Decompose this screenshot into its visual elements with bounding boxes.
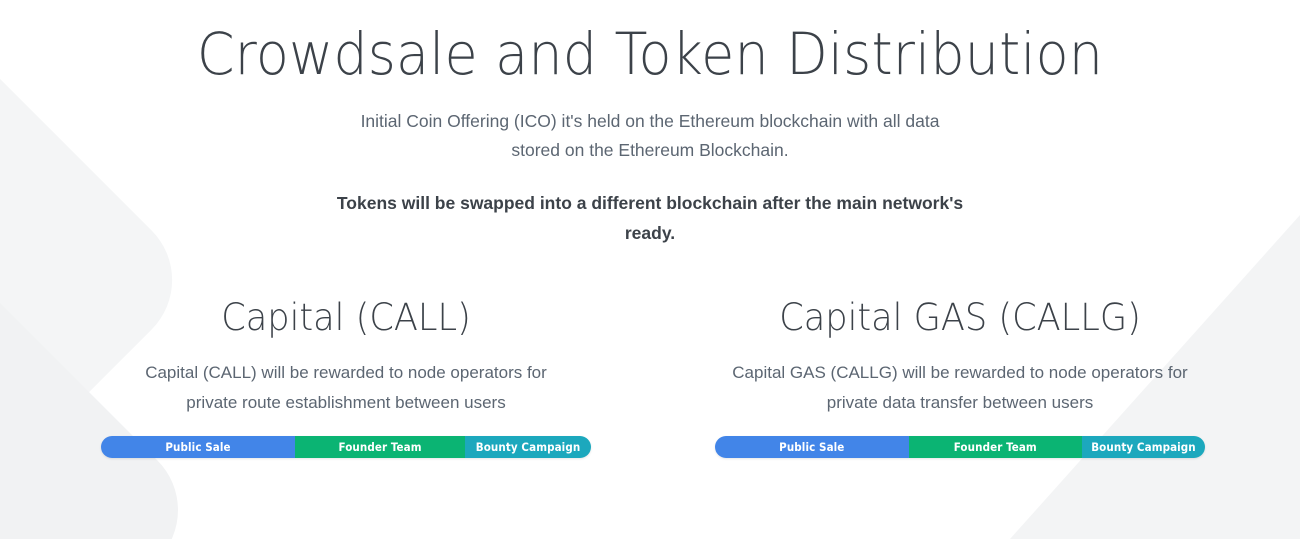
hero-subtitle: Initial Coin Offering (ICO) it's held on… <box>0 86 1300 165</box>
bar-segment-public-sale-call[interactable]: Public Sale <box>101 436 296 458</box>
distribution-bar-callg: Public Sale Founder Team Bounty Campaign <box>715 436 1205 458</box>
token-column-call: Capital (CALL) Capital (CALL) will be re… <box>0 295 650 458</box>
hero-subtitle-line-2: stored on the Ethereum Blockchain. <box>511 140 789 160</box>
bar-segment-public-sale-callg[interactable]: Public Sale <box>715 436 909 458</box>
hero-subtitle-line-1: Initial Coin Offering (ICO) it's held on… <box>360 111 940 131</box>
token-description-call-line-2: private route establishment between user… <box>186 393 506 412</box>
bar-segment-founder-team-call[interactable]: Founder Team <box>295 436 466 458</box>
distribution-bar-wrap-callg: Public Sale Founder Team Bounty Campaign <box>712 418 1208 458</box>
token-description-call: Capital (CALL) will be rewarded to node … <box>98 341 594 418</box>
token-column-callg: Capital GAS (CALLG) Capital GAS (CALLG) … <box>650 295 1300 458</box>
token-title-callg: Capital GAS (CALLG) <box>779 296 1141 339</box>
page-title: Crowdsale and Token Distribution <box>196 20 1104 88</box>
hero-emphasis-line-2: ready. <box>624 223 676 243</box>
token-description-callg: Capital GAS (CALLG) will be rewarded to … <box>712 341 1208 418</box>
token-title-call: Capital (CALL) <box>221 296 471 339</box>
distribution-bar-call: Public Sale Founder Team Bounty Campaign <box>101 436 591 458</box>
token-description-callg-line-1: Capital GAS (CALLG) will be rewarded to … <box>732 363 1188 382</box>
hero-emphasis-line-1: Tokens will be swapped into a different … <box>336 193 964 213</box>
token-description-call-line-1: Capital (CALL) will be rewarded to node … <box>145 363 547 382</box>
distribution-bar-wrap-call: Public Sale Founder Team Bounty Campaign <box>98 418 594 458</box>
hero-emphasis: Tokens will be swapped into a different … <box>0 165 1300 248</box>
token-description-callg-line-2: private data transfer between users <box>826 393 1094 412</box>
bar-segment-bounty-campaign-callg[interactable]: Bounty Campaign <box>1082 436 1205 458</box>
bar-segment-founder-team-callg[interactable]: Founder Team <box>908 436 1082 458</box>
token-columns: Capital (CALL) Capital (CALL) will be re… <box>0 248 1300 458</box>
bar-segment-bounty-campaign-call[interactable]: Bounty Campaign <box>465 436 591 458</box>
